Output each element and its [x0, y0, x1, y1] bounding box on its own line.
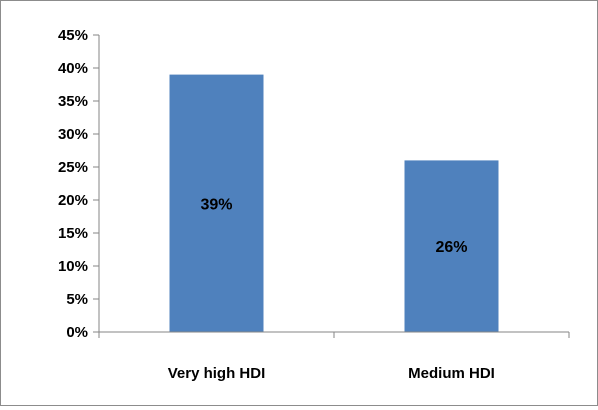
y-tick-label: 25% [58, 159, 88, 176]
y-tick-label: 5% [66, 291, 88, 308]
axes [98, 35, 569, 333]
y-tick-label: 15% [58, 225, 88, 242]
y-tick-label: 30% [58, 126, 88, 143]
y-axis-ticks: 0% 5% 10% 15% 20% 25% 30% 35% 40% 45% [58, 27, 99, 341]
y-tick-label: 40% [58, 60, 88, 77]
y-tick-label: 20% [58, 192, 88, 209]
x-category-label: Very high HDI [168, 365, 266, 382]
y-tick-label: 10% [58, 258, 88, 275]
y-tick-label: 0% [66, 324, 88, 341]
category-labels: Very high HDI Medium HDI [168, 365, 495, 382]
data-labels: 39% 26% [200, 196, 467, 256]
y-tick-label: 45% [58, 27, 88, 44]
x-axis-ticks [98, 332, 570, 338]
bar-value-label: 39% [200, 196, 232, 213]
x-category-label: Medium HDI [408, 365, 495, 382]
y-tick-label: 35% [58, 93, 88, 110]
bar [404, 160, 499, 332]
bar [169, 74, 264, 332]
bar-value-label: 26% [435, 239, 467, 256]
bars [169, 74, 499, 332]
